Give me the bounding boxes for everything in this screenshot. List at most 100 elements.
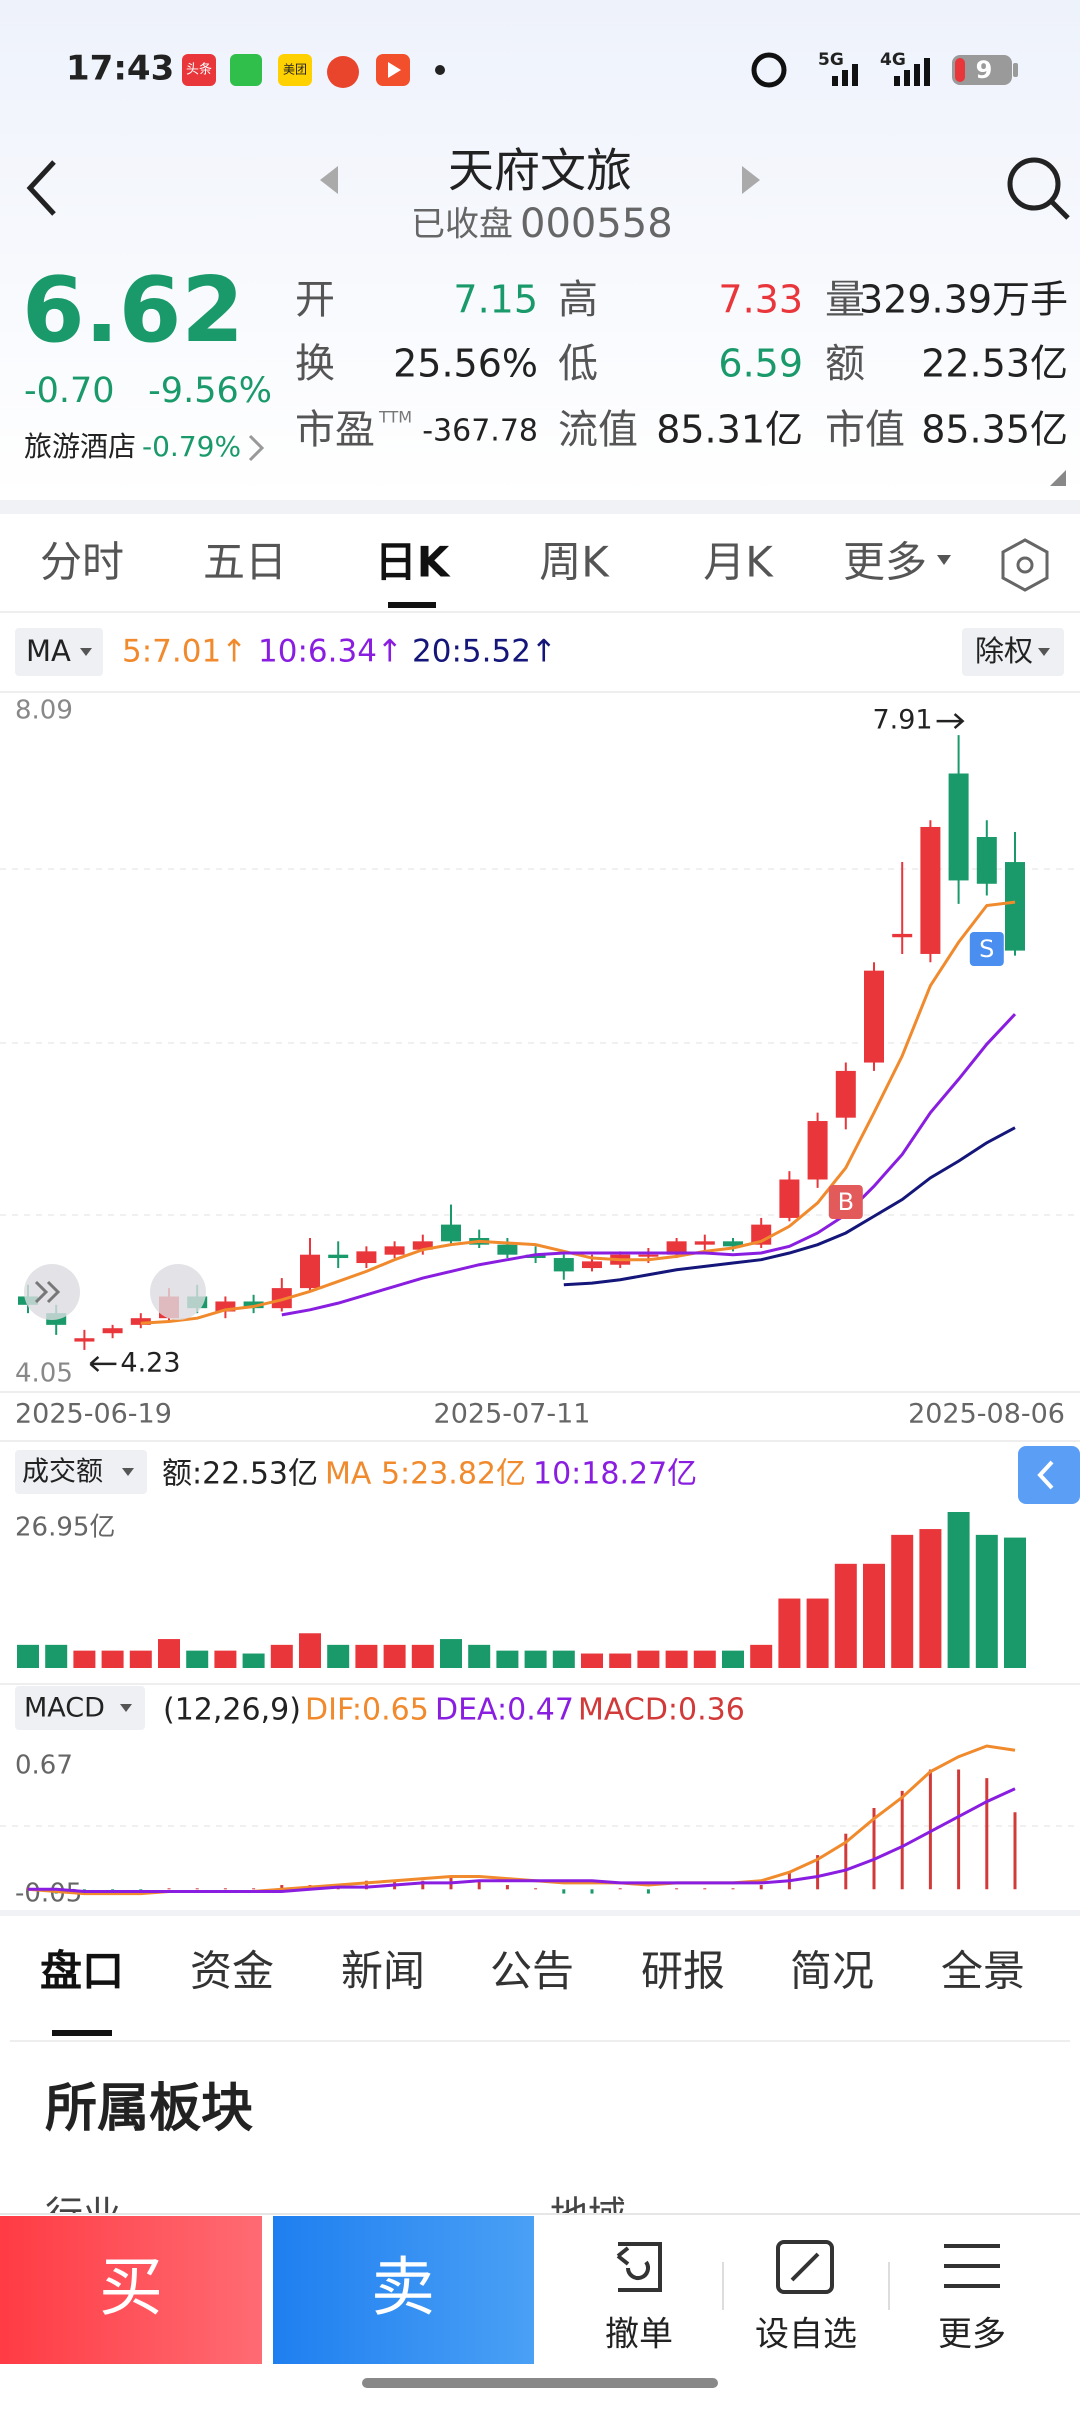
adjust-select[interactable] (962, 628, 1064, 676)
battery-level (955, 58, 965, 82)
bottom-tab[interactable]: 简况 (790, 1947, 874, 1996)
volume-bar (440, 1639, 462, 1668)
macd-label: DEA:0.47 (435, 1693, 574, 1728)
chart-tab[interactable]: 周K (539, 538, 610, 587)
sell-button[interactable] (273, 2216, 534, 2364)
chart-tab[interactable]: 五日 (203, 538, 287, 587)
indicator-select[interactable] (15, 628, 103, 676)
dot (435, 65, 445, 75)
stat-label: 市盈 (295, 407, 375, 453)
search-button[interactable] (1007, 157, 1061, 211)
candle-body (582, 1261, 602, 1269)
ma-label: 5:7.01↑ (122, 634, 247, 670)
macd-label: DIF:0.65 (305, 1693, 429, 1728)
volume-bar (637, 1650, 660, 1668)
ma-label: 20:5.52↑ (412, 634, 557, 670)
chart-tab[interactable]: 更多 (843, 538, 927, 587)
toggle-arrow (1037, 1460, 1054, 1490)
stat-label: 换 (295, 341, 335, 387)
bottom-tab[interactable]: 公告 (490, 1947, 574, 1996)
bottom-tab[interactable]: 盘口 (40, 1947, 124, 1996)
volume-bar (186, 1650, 209, 1668)
side-panel-toggle[interactable] (1018, 1446, 1080, 1504)
bottom-tab[interactable]: 研报 (641, 1947, 725, 1996)
volume-bar (750, 1644, 773, 1668)
tab-underline (52, 2030, 112, 2036)
volume-bar (665, 1650, 688, 1668)
candle-body (976, 836, 997, 884)
x-tick-label: 2025-07-11 (434, 1399, 591, 1430)
chart-tab[interactable]: 月K (703, 538, 774, 587)
draw-button[interactable] (150, 1264, 206, 1320)
buy-label: 买 (99, 2252, 163, 2326)
ma-line (140, 900, 1016, 1325)
stat-label: 额 (825, 341, 865, 387)
bottom-tab[interactable]: 新闻 (341, 1947, 425, 1996)
buy-marker-label: B (838, 1188, 854, 1216)
stat-value: -367.78 (422, 414, 538, 449)
sector-arrow[interactable] (248, 434, 265, 462)
macd-select[interactable] (15, 1686, 145, 1730)
volume-bar (45, 1644, 68, 1668)
stat-value: 22.53亿 (921, 342, 1068, 386)
candle-body (638, 1254, 659, 1257)
cancel-icon[interactable] (616, 2242, 662, 2292)
bottom-tab[interactable]: 全景 (941, 1947, 1025, 1996)
app-icon-label: 美团 (283, 63, 307, 77)
watchlist-icon[interactable] (776, 2240, 834, 2294)
play-icon (388, 62, 401, 78)
volume-ma: 10:18.27亿 (533, 1457, 697, 1492)
volume-amount: 额:22.53亿 (162, 1457, 318, 1492)
ma-line (281, 1013, 1017, 1317)
sector: 旅游酒店 (24, 430, 136, 463)
ma-label: 10:6.34↑ (258, 634, 403, 670)
dropdown-arrow (80, 648, 92, 656)
candle-body (807, 1121, 828, 1180)
change-pct: -9.56% (148, 371, 272, 411)
divider (0, 500, 1080, 514)
price: 6.62 (22, 258, 244, 363)
app-icon-label: 头条 (186, 62, 212, 78)
stat-value: 329.39万手 (859, 278, 1068, 322)
candle-body (553, 1258, 574, 1272)
watchlist-pen (790, 2252, 820, 2282)
bottom-tab[interactable]: 资金 (190, 1947, 274, 1996)
stock-name: 天府文旅 (448, 144, 632, 198)
buy-button[interactable] (0, 2216, 262, 2364)
candle-body (441, 1224, 461, 1242)
stat-value: 6.59 (718, 342, 803, 386)
bottom-tabs: 盘口 资金 新闻 公告 研报 简况 全景 (40, 1947, 1025, 2036)
macd-label: MACD:0.36 (578, 1693, 745, 1728)
chart-tab[interactable]: 分时 (40, 538, 124, 587)
next-stock[interactable] (742, 166, 760, 194)
stock-code: 000558 (520, 201, 673, 247)
volume-bar (891, 1534, 914, 1668)
candle-body (779, 1179, 800, 1218)
candle-body (356, 1251, 377, 1264)
sell-marker-label: S (979, 935, 994, 963)
replay-button[interactable] (24, 1264, 80, 1320)
x-tick-label: 2025-06-19 (15, 1399, 172, 1430)
stat-value: 7.15 (453, 278, 538, 322)
chart-tab[interactable]: 日K (375, 538, 451, 587)
volume-select[interactable] (15, 1450, 147, 1494)
expand-corner[interactable] (1050, 470, 1066, 486)
volume-bar (693, 1650, 716, 1668)
settings-icon[interactable] (1001, 538, 1049, 592)
volume-bar (270, 1644, 293, 1668)
stat-label-sup: TTM (378, 408, 412, 427)
stat-label: 低 (558, 341, 598, 387)
volume-bar (778, 1598, 801, 1668)
volume-bar (158, 1639, 180, 1668)
sell-marker (969, 932, 1004, 966)
volume-bar (863, 1563, 885, 1668)
chart-tabs: 分时 五日 日K 周K 月K 更多 (40, 538, 951, 608)
more-icon[interactable] (944, 2244, 1000, 2288)
prev-stock[interactable] (320, 166, 338, 194)
volume-bar (468, 1644, 491, 1668)
network: 5G (818, 50, 844, 70)
back-button[interactable] (26, 160, 56, 216)
high-label: 7.91 (872, 705, 932, 736)
stats: 开 7.15 换 25.56% 市盈 TTM -367.78 高 7.33 低 6.59 流值 85.3… (295, 277, 1068, 453)
candle-body (694, 1241, 715, 1245)
